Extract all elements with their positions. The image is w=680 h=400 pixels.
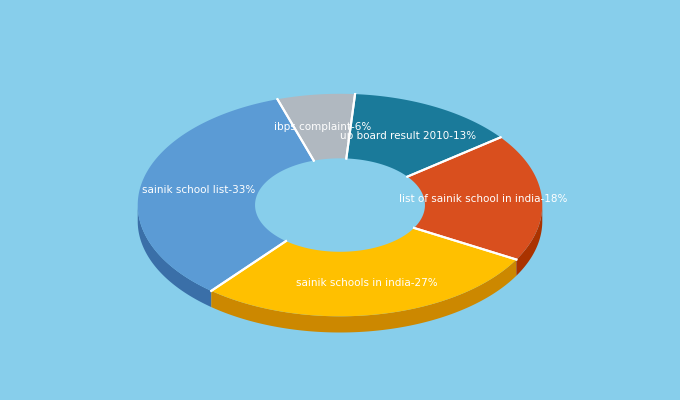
Polygon shape bbox=[138, 205, 211, 307]
Text: ibps complaint-6%: ibps complaint-6% bbox=[274, 122, 371, 132]
Polygon shape bbox=[516, 205, 542, 276]
Polygon shape bbox=[211, 228, 516, 316]
Text: sainik schools in india-27%: sainik schools in india-27% bbox=[296, 278, 437, 288]
Text: up board result 2010-13%: up board result 2010-13% bbox=[340, 130, 477, 140]
Polygon shape bbox=[407, 137, 542, 260]
Polygon shape bbox=[138, 99, 313, 291]
Polygon shape bbox=[277, 94, 355, 161]
Polygon shape bbox=[211, 260, 516, 332]
Polygon shape bbox=[346, 94, 500, 177]
Text: sainik school list-33%: sainik school list-33% bbox=[142, 185, 256, 195]
Text: list of sainik school in india-18%: list of sainik school in india-18% bbox=[399, 194, 567, 204]
